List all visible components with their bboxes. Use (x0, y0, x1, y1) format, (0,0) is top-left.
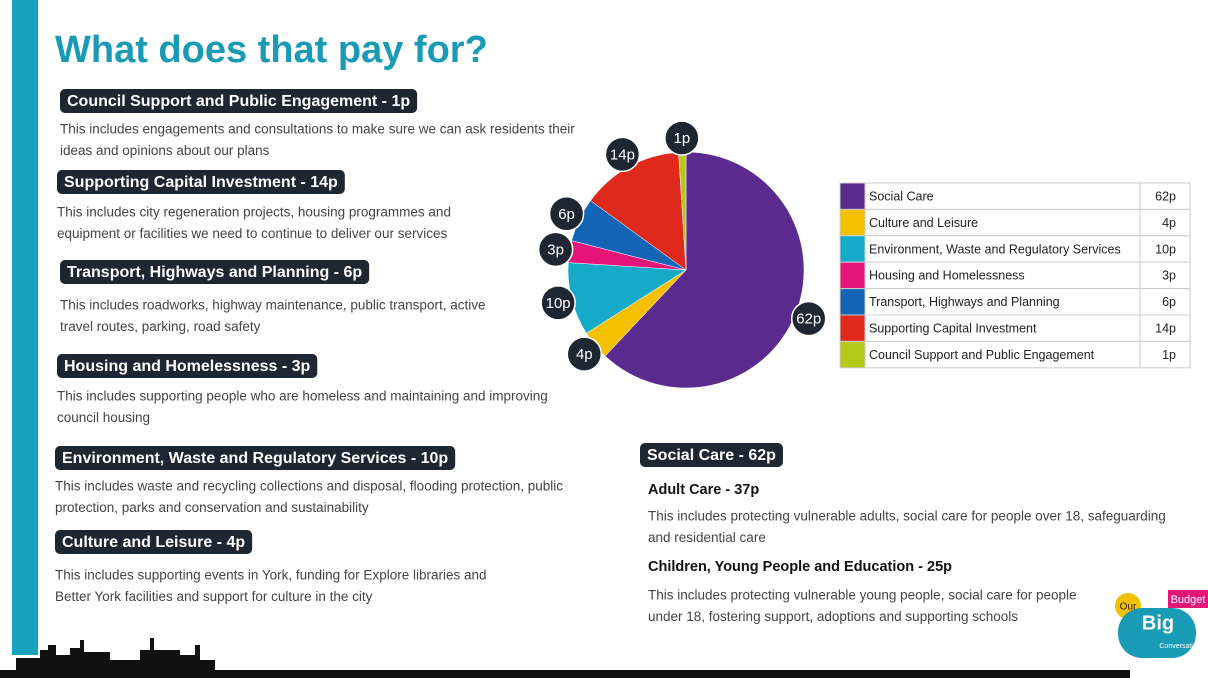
section-text: This includes roadworks, highway mainten… (60, 298, 485, 313)
legend-value: 6p (1162, 295, 1176, 309)
section-text: equipment or facilities we need to conti… (57, 226, 447, 241)
legend-label: Housing and Homelessness (869, 269, 1025, 283)
subsection-heading: Children, Young People and Education - 2… (648, 559, 952, 575)
section-text: under 18, fostering support, adoptions a… (648, 609, 1018, 624)
logo-tag (1168, 590, 1208, 608)
slice-label: 6p (558, 206, 575, 223)
legend-label: Culture and Leisure (869, 216, 978, 230)
legend-value: 4p (1162, 216, 1176, 230)
logo-text: Our (1120, 602, 1137, 613)
section-text: ideas and opinions about our plans (60, 143, 270, 158)
section-text: This includes supporting events in York,… (55, 568, 487, 583)
label-bubble (664, 120, 700, 156)
heading-pill (55, 446, 456, 470)
slice-label: 3p (547, 241, 564, 258)
legend-label: Social Care (869, 189, 934, 203)
legend-swatch (839, 288, 866, 316)
legend-swatch (839, 182, 866, 210)
heading-pill (55, 530, 253, 554)
legend-value: 14p (1155, 321, 1176, 335)
heading-pill (57, 354, 318, 378)
section-text: and residential care (648, 530, 766, 545)
legend-swatch (839, 340, 866, 369)
table-cell (864, 235, 1141, 263)
table-cell (1139, 235, 1191, 263)
heading-pill (60, 260, 370, 284)
section-heading: Culture and Leisure - 4p (62, 534, 245, 551)
legend-value: 3p (1162, 269, 1176, 283)
section-text: This includes supporting people who are … (57, 389, 548, 404)
legend-label: Supporting Capital Investment (869, 321, 1037, 335)
slice-label: 10p (546, 295, 571, 312)
section-heading: Council Support and Public Engagement - … (67, 93, 410, 110)
title: What does that pay for? (55, 29, 488, 71)
legend-swatch (839, 208, 866, 237)
label-bubble (604, 136, 641, 173)
skyline (16, 638, 215, 670)
legend-value: 1p (1162, 348, 1176, 362)
label-bubble (537, 231, 574, 268)
slice-label: 62p (796, 311, 821, 328)
table-cell (1139, 340, 1191, 369)
slice-label: 4p (576, 346, 593, 363)
legend-label: Transport, Highways and Planning (869, 295, 1060, 309)
section-text: travel routes, parking, road safety (60, 319, 261, 334)
legend-label: Council Support and Public Engagement (869, 348, 1095, 362)
label-bubble (566, 336, 603, 372)
section-heading: Housing and Homelessness - 3p (64, 358, 311, 375)
legend-swatch (839, 235, 866, 263)
logo-text: Big (1142, 612, 1174, 634)
heading-pill (57, 170, 345, 194)
section-text: This includes engagements and consultati… (60, 122, 575, 137)
legend-swatch (839, 314, 866, 342)
table-cell (864, 261, 1141, 290)
slice-label: 14p (610, 146, 635, 163)
section-heading: Transport, Highways and Planning - 6p (67, 264, 362, 281)
legend-value: 62p (1155, 189, 1176, 203)
section-text: This includes waste and recycling collec… (55, 479, 563, 494)
section-text: council housing (57, 410, 150, 425)
table-cell (864, 314, 1141, 342)
table-cell (1139, 261, 1191, 290)
subsection-heading: Adult Care - 37p (648, 482, 759, 498)
heading-pill (60, 89, 418, 113)
table-cell (1139, 314, 1191, 342)
section-text: Better York facilities and support for c… (55, 589, 373, 604)
section-heading: Supporting Capital Investment - 14p (64, 174, 338, 191)
table-cell (864, 208, 1141, 237)
logo-text: Budget (1171, 594, 1206, 606)
table-cell (864, 340, 1141, 369)
legend-swatch (839, 261, 866, 290)
slice-label: 1p (674, 130, 691, 147)
section-heading: Environment, Waste and Regulatory Servic… (62, 450, 448, 467)
section-text: protection, parks and conservation and s… (55, 500, 369, 515)
logo-box (1118, 608, 1196, 658)
side-bar (12, 0, 38, 655)
table-cell (1139, 182, 1191, 210)
section-text: This includes city regeneration projects… (57, 205, 451, 220)
label-bubble (548, 196, 585, 232)
legend-label: Environment, Waste and Regulatory Servic… (869, 242, 1121, 256)
section-text: This includes protecting vulnerable adul… (648, 509, 1166, 524)
logo-text: Conversation (1159, 643, 1200, 650)
bottom-line (0, 670, 1130, 678)
section-heading: Social Care - 62p (647, 447, 776, 464)
legend-value: 10p (1155, 242, 1176, 256)
section-text: This includes protecting vulnerable youn… (648, 588, 1077, 603)
table-cell (1139, 288, 1191, 316)
heading-pill (640, 443, 783, 467)
table-cell (1139, 208, 1191, 237)
table-cell (864, 182, 1141, 210)
label-bubble (790, 300, 827, 337)
label-bubble (540, 285, 576, 321)
table-cell (864, 288, 1141, 316)
